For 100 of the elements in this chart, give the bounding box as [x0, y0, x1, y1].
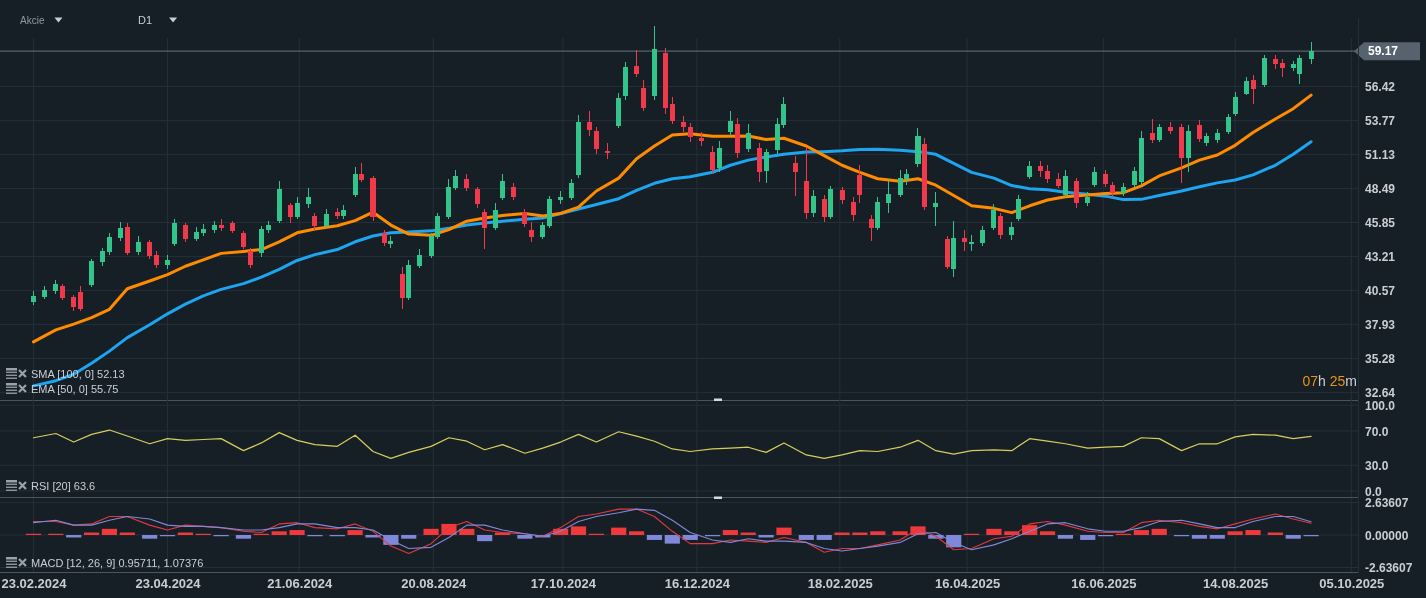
- candlestick: [821, 194, 827, 223]
- candlestick: [922, 137, 928, 211]
- candlestick: [616, 92, 622, 129]
- candlestick: [60, 283, 66, 301]
- y-tick-label: 0.0: [1365, 484, 1383, 499]
- candlestick: [153, 250, 159, 269]
- candlestick: [669, 96, 675, 125]
- candlestick: [640, 79, 646, 112]
- line-series: [32, 429, 1312, 459]
- candlestick: [792, 155, 798, 197]
- candlestick: [1203, 132, 1209, 147]
- candlestick: [1167, 121, 1173, 135]
- candlestick: [1045, 164, 1051, 184]
- y-tick-label: 51.13: [1365, 148, 1396, 163]
- candlestick: [218, 218, 224, 232]
- candlestick: [875, 196, 881, 231]
- candlestick: [1091, 166, 1097, 188]
- candlestick: [687, 122, 693, 143]
- candlestick: [147, 239, 153, 260]
- candlestick: [522, 208, 528, 228]
- candlestick: [962, 229, 968, 252]
- candlestick: [30, 290, 37, 306]
- candlestick: [1214, 128, 1220, 144]
- candlestick: [200, 223, 206, 237]
- ref-line-label: 59.17: [1368, 44, 1399, 59]
- candlestick: [605, 142, 611, 160]
- candlestick: [1056, 172, 1062, 189]
- candlestick: [1232, 91, 1238, 117]
- line-series: [32, 93, 1313, 344]
- y-tick-label: 37.93: [1365, 318, 1396, 333]
- candlestick: [1132, 166, 1138, 188]
- y-tick-label: 56.42: [1365, 80, 1396, 95]
- candlestick: [89, 258, 95, 288]
- candlestick: [493, 202, 499, 231]
- candlestick: [1185, 124, 1191, 173]
- candlestick: [734, 117, 740, 159]
- candlestick: [381, 229, 387, 247]
- candlestick: [1027, 160, 1033, 180]
- candlestick: [998, 212, 1004, 240]
- y-tick-label: 30.0: [1365, 458, 1389, 473]
- candlestick: [569, 178, 575, 201]
- candlestick: [1009, 221, 1015, 241]
- candlestick: [558, 190, 564, 205]
- candlestick: [969, 234, 975, 252]
- candlestick: [1074, 177, 1080, 209]
- candlestick: [810, 189, 816, 218]
- candlestick: [651, 25, 657, 101]
- candlestick: [124, 222, 130, 256]
- candlestick: [341, 204, 347, 220]
- candlestick: [1225, 113, 1231, 135]
- candlestick: [240, 230, 246, 250]
- y-tick-label: 53.77: [1365, 114, 1396, 129]
- y-tick-label: 45.85: [1365, 216, 1396, 231]
- candlestick: [868, 214, 874, 242]
- y-tick-label: 32.64: [1365, 386, 1396, 401]
- candlestick: [980, 225, 986, 247]
- y-tick-label: 100.0: [1365, 398, 1396, 413]
- y-tick-label: 40.57: [1365, 284, 1396, 299]
- annotation: D1: [138, 13, 153, 26]
- candlestick: [118, 221, 124, 242]
- candlestick: [727, 110, 733, 137]
- candlestick: [944, 235, 950, 270]
- y-tick-label: 43.21: [1365, 250, 1396, 265]
- candlestick: [464, 173, 470, 192]
- annotation: RSI [20] 63.6: [31, 479, 96, 492]
- candlestick: [886, 180, 892, 214]
- candlestick: [663, 47, 669, 115]
- candlestick: [1308, 41, 1314, 65]
- candlestick: [1038, 160, 1044, 178]
- candlestick: [312, 212, 318, 231]
- candlestick: [1062, 169, 1068, 198]
- y-tick-label: 48.49: [1365, 182, 1396, 197]
- candlestick: [803, 146, 809, 220]
- candlestick: [1179, 123, 1185, 184]
- y-tick-label: 35.28: [1365, 352, 1396, 367]
- candlestick: [1120, 182, 1126, 197]
- candlestick: [1156, 123, 1162, 143]
- candlestick: [850, 196, 856, 222]
- candlestick: [951, 220, 957, 278]
- candlestick: [1261, 54, 1267, 88]
- candlestick: [622, 61, 628, 101]
- candlestick: [763, 148, 769, 184]
- candlestick: [500, 173, 506, 201]
- candlestick: [1109, 181, 1115, 198]
- candlestick: [77, 285, 83, 312]
- candlestick: [42, 285, 48, 300]
- candlestick: [915, 127, 921, 168]
- candlestick: [53, 279, 59, 295]
- candlestick: [546, 195, 552, 229]
- candlestick: [171, 218, 177, 247]
- candlestick: [294, 196, 300, 220]
- candlestick: [334, 207, 340, 220]
- candlestick: [511, 182, 517, 201]
- candlestick: [857, 164, 863, 204]
- candlestick: [287, 202, 293, 224]
- candlestick: [991, 203, 997, 231]
- candlestick: [634, 49, 640, 78]
- candlestick: [229, 220, 235, 234]
- candlestick: [933, 191, 939, 227]
- chart-subtitle: Akcie: [20, 14, 45, 26]
